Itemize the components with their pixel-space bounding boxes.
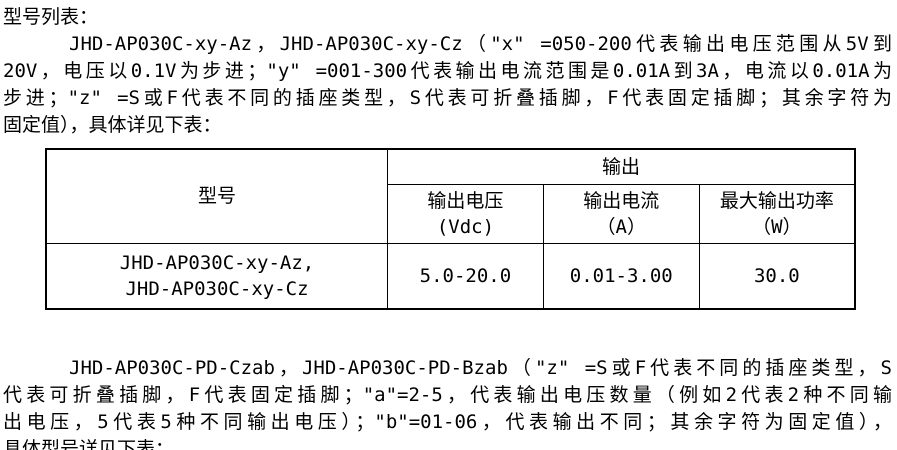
para-line: 代表可折叠插脚，F代表固定插脚；"a"=2-5，代表输出电压数量（例如2代表2种…: [3, 384, 892, 406]
para-pd-models: JHD-AP030C-PD-Czab，JHD-AP030C-PD-Bzab（"z…: [0, 355, 897, 450]
table-row: JHD-AP030C-xy-Az, JHD-AP030C-xy-Cz 5.0-2…: [45, 242, 856, 310]
output-group-header: 输出: [387, 148, 856, 185]
model-name-line: JHD-AP030C-xy-Az,: [119, 251, 315, 274]
voltage-cell: 5.0-20.0: [387, 242, 544, 310]
output-voltage-header-unit: (Vdc): [436, 215, 495, 238]
para-line: JHD-AP030C-PD-Czab，JHD-AP030C-PD-Bzab（"z…: [69, 357, 892, 379]
para-line: 步进；"z" =S或F代表不同的插座类型，S代表可折叠插脚，F代表固定插脚；其余…: [3, 87, 892, 109]
max-output-power-header-label: 最大输出功率: [719, 189, 834, 212]
para-xy-models: JHD-AP030C-xy-Az，JHD-AP030C-xy-Cz（"x" =0…: [0, 31, 897, 139]
model-column-header: 型号: [45, 148, 388, 244]
output-voltage-header-label: 输出电压: [427, 189, 504, 212]
output-current-header-label: 输出电流: [583, 189, 660, 212]
para-line: 具体型号详见下表：: [3, 438, 175, 450]
model-list-heading: 型号列表：: [3, 6, 99, 28]
output-current-header: 输出电流 （A）: [542, 183, 700, 244]
para-line: 固定值），具体详见下表：: [3, 114, 222, 136]
max-output-power-header: 最大输出功率 （W）: [698, 183, 856, 244]
table-group-header-row: 型号 输出: [45, 148, 856, 244]
model-name-line: JHD-AP030C-xy-Cz: [125, 277, 309, 300]
current-cell: 0.01-3.00: [542, 242, 700, 310]
output-voltage-header: 输出电压 (Vdc): [387, 183, 544, 244]
output-current-header-unit: （A）: [596, 215, 646, 238]
para-line: 出电压，5代表5种不同输出电压）；"b"=01-06，代表输出不同；其余字符为固…: [3, 411, 892, 433]
power-cell: 30.0: [698, 242, 856, 310]
max-output-power-header-unit: （W）: [752, 215, 802, 238]
models-spec-table: 型号 输出 输出电压 (Vdc) 输出电流 （A） 最大输出功率 （W）: [45, 148, 856, 310]
model-cell: JHD-AP030C-xy-Az, JHD-AP030C-xy-Cz: [45, 242, 388, 310]
table-sub-header-row: 输出电压 (Vdc) 输出电流 （A） 最大输出功率 （W）: [46, 183, 856, 244]
para-line: 20V，电压以0.1V为步进；"y" =001-300代表输出电流范围是0.01…: [3, 60, 892, 82]
para-line: JHD-AP030C-xy-Az，JHD-AP030C-xy-Cz（"x" =0…: [69, 33, 892, 55]
